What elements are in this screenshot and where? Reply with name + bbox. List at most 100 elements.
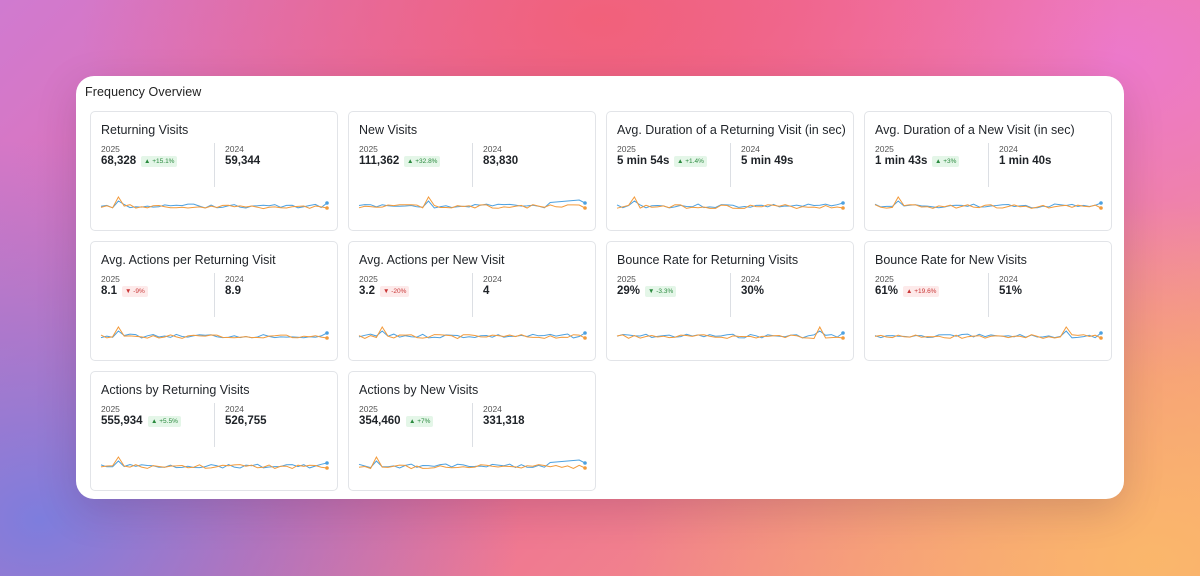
sparkline-end-point <box>1099 206 1103 210</box>
sparkline-series-2024 <box>100 196 328 210</box>
card-actions-returning[interactable]: Actions by Returning Visits 2025 555,934… <box>90 371 338 491</box>
sparkline-chart <box>358 455 587 470</box>
divider <box>988 273 989 317</box>
sparkline-end-point <box>583 201 587 205</box>
sparkline-series-2025 <box>616 330 844 339</box>
year-current: 2025 <box>359 274 378 284</box>
sparkline-end-point <box>841 331 845 335</box>
sparkline-chart <box>358 326 587 340</box>
divider <box>730 143 731 187</box>
value-previous: 51% <box>999 285 1023 297</box>
sparkline-end-point <box>325 331 329 335</box>
sparkline-end-point <box>583 466 587 470</box>
value-previous: 8.9 <box>225 285 241 297</box>
card-avg-actions-new[interactable]: Avg. Actions per New Visit 2025 3.2 ▼ -2… <box>348 241 596 361</box>
card-actions-new[interactable]: Actions by New Visits 2025 354,460 ▲ +7%… <box>348 371 596 491</box>
value-current: 8.1 <box>101 285 117 297</box>
sparkline-chart <box>616 325 845 340</box>
sparkline-series-2025 <box>874 200 1102 209</box>
card-title: Actions by New Visits <box>359 383 479 397</box>
sparkline-end-point <box>583 206 587 210</box>
divider <box>472 273 473 317</box>
sparkline-end-point <box>325 461 329 465</box>
divider <box>730 273 731 317</box>
change-badge: ▲ +1.4% <box>674 156 707 167</box>
sparkline-end-point <box>841 336 845 340</box>
sparkline-series-2025 <box>358 330 586 339</box>
card-title: Returning Visits <box>101 123 189 137</box>
sparkline-end-point <box>583 336 587 340</box>
panel-title: Frequency Overview <box>85 85 202 99</box>
sparkline-series-2025 <box>616 200 844 209</box>
value-current: 68,328 <box>101 155 137 167</box>
value-previous: 83,830 <box>483 155 519 167</box>
sparkline-series-2024 <box>616 196 844 210</box>
value-current: 555,934 <box>101 415 143 427</box>
year-current: 2025 <box>617 144 636 154</box>
change-badge: ▲ +7% <box>406 416 434 427</box>
value-previous: 59,344 <box>225 155 261 167</box>
sparkline-series-2025 <box>358 459 586 469</box>
year-current: 2025 <box>101 144 120 154</box>
value-current: 29% <box>617 285 641 297</box>
sparkline-end-point <box>583 461 587 465</box>
value-current: 111,362 <box>359 155 400 167</box>
card-avg-actions-returning[interactable]: Avg. Actions per Returning Visit 2025 8.… <box>90 241 338 361</box>
sparkline-series-2024 <box>358 326 586 340</box>
change-badge: ▼ -9% <box>122 286 148 297</box>
sparkline-series-2024 <box>358 196 586 209</box>
year-previous: 2024 <box>999 144 1018 154</box>
sparkline-series-2025 <box>100 330 328 339</box>
value-current: 3.2 <box>359 285 375 297</box>
divider <box>472 143 473 187</box>
divider <box>214 403 215 447</box>
year-current: 2025 <box>875 274 894 284</box>
sparkline-chart <box>874 326 1103 340</box>
value-previous: 30% <box>741 285 765 297</box>
year-previous: 2024 <box>483 144 502 154</box>
value-previous: 4 <box>483 285 490 297</box>
divider <box>214 273 215 317</box>
sparkline-chart <box>874 196 1103 210</box>
year-current: 2025 <box>101 274 120 284</box>
card-new-visits[interactable]: New Visits 2025 111,362 ▲ +32.8% 2024 83… <box>348 111 596 231</box>
divider <box>214 143 215 187</box>
card-avg-duration-new[interactable]: Avg. Duration of a New Visit (in sec) 20… <box>864 111 1112 231</box>
card-avg-duration-returning[interactable]: Avg. Duration of a Returning Visit (in s… <box>606 111 854 231</box>
value-previous: 1 min 40s <box>999 155 1052 167</box>
frequency-overview-panel: Frequency Overview Returning Visits 2025… <box>76 76 1124 499</box>
card-title: Bounce Rate for Returning Visits <box>617 253 799 267</box>
change-badge: ▲ +5.5% <box>148 416 181 427</box>
divider <box>472 403 473 447</box>
year-previous: 2024 <box>225 144 244 154</box>
card-returning-visits[interactable]: Returning Visits 2025 68,328 ▲ +15.1% 20… <box>90 111 338 231</box>
value-previous: 5 min 49s <box>741 155 794 167</box>
year-previous: 2024 <box>999 274 1018 284</box>
sparkline-chart <box>100 326 329 340</box>
sparkline-chart <box>100 456 329 470</box>
card-title: Avg. Actions per New Visit <box>359 253 505 267</box>
card-title: Avg. Duration of a Returning Visit (in s… <box>617 123 846 137</box>
card-title: Actions by Returning Visits <box>101 383 250 397</box>
value-previous: 331,318 <box>483 415 525 427</box>
card-bounce-rate-returning[interactable]: Bounce Rate for Returning Visits 2025 29… <box>606 241 854 361</box>
card-title: Avg. Duration of a New Visit (in sec) <box>875 123 1075 137</box>
sparkline-series-2024 <box>100 326 328 339</box>
sparkline-chart <box>358 196 587 210</box>
sparkline-series-2025 <box>358 199 586 209</box>
sparkline-end-point <box>325 206 329 210</box>
sparkline-end-point <box>325 466 329 470</box>
sparkline-series-2024 <box>100 456 328 470</box>
card-bounce-rate-new[interactable]: Bounce Rate for New Visits 2025 61% ▲ +1… <box>864 241 1112 361</box>
sparkline-end-point <box>1099 331 1103 335</box>
year-previous: 2024 <box>225 404 244 414</box>
sparkline-chart <box>616 196 845 210</box>
year-previous: 2024 <box>483 274 502 284</box>
change-badge: ▲ +3% <box>932 156 960 167</box>
change-badge: ▼ -3.3% <box>645 286 677 297</box>
sparkline-chart <box>100 196 329 210</box>
sparkline-end-point <box>325 336 329 340</box>
sparkline-series-2024 <box>874 196 1102 209</box>
change-badge: ▲ +19.6% <box>903 286 940 297</box>
change-badge: ▼ -20% <box>380 286 410 297</box>
